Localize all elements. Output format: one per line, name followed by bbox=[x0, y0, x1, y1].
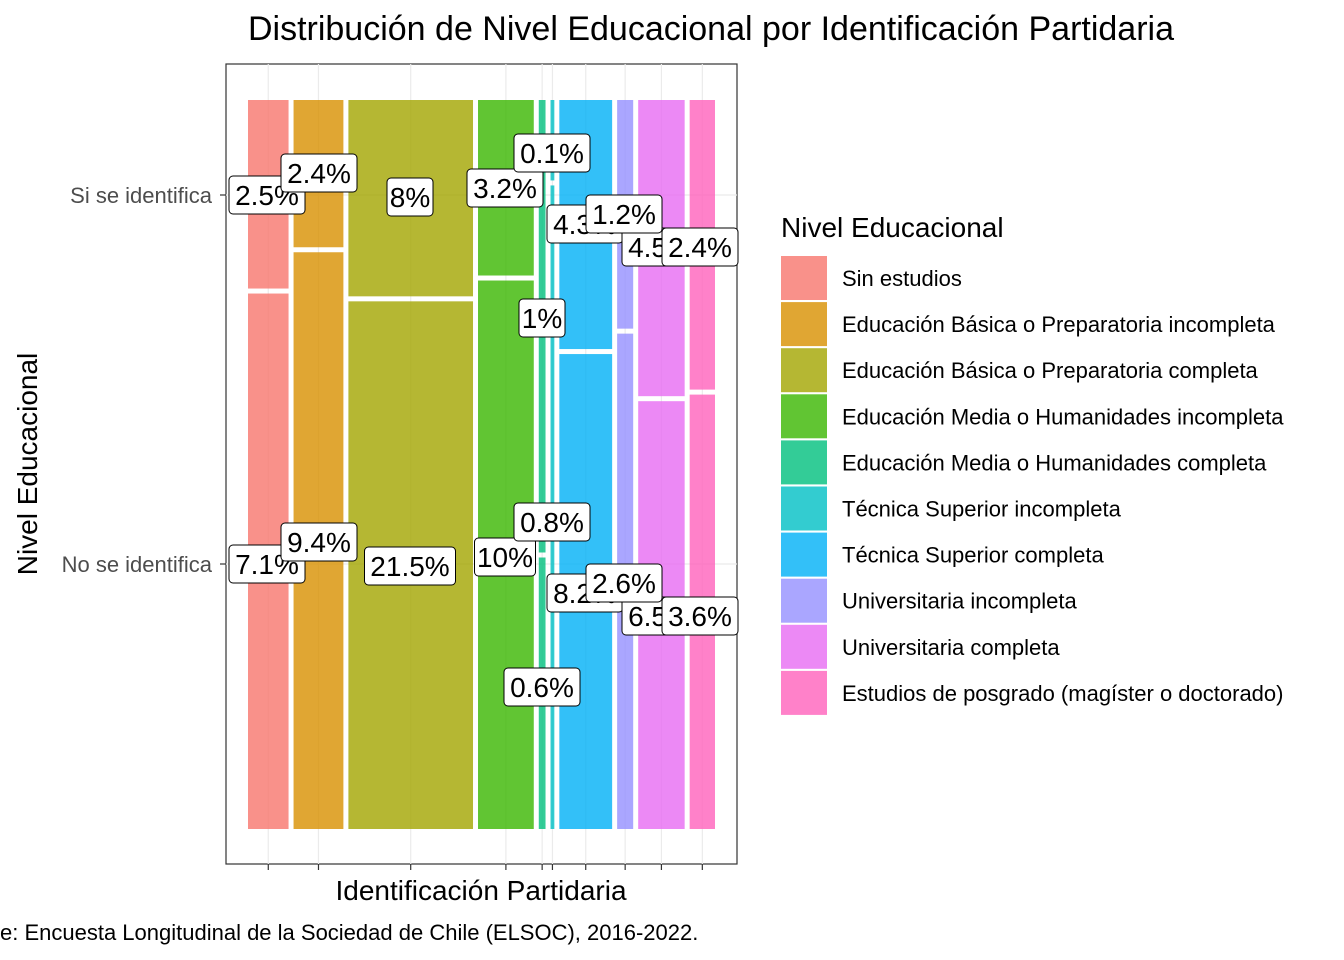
data-label-estudios-de-posgrado-magister-o-doctorado-si-se-identifica: 2.4% bbox=[661, 227, 739, 267]
data-label-box bbox=[280, 153, 358, 193]
data-label-box bbox=[364, 546, 456, 586]
data-label-box bbox=[280, 522, 358, 562]
legend-key-educacion-basica-o-preparatoria-completa bbox=[781, 348, 827, 393]
y-axis-title: Nivel Educacional bbox=[12, 353, 43, 576]
data-label-text: 9.4% bbox=[287, 527, 351, 558]
data-label-educacion-basica-o-preparatoria-completa-si-se-identifica: 8% bbox=[386, 177, 434, 217]
data-label-box bbox=[503, 667, 581, 707]
x-axis bbox=[267, 864, 703, 870]
legend-key-educacion-media-o-humanidades-completa bbox=[781, 440, 827, 485]
y-tick-label-no-se-identifica: No se identifica bbox=[62, 552, 213, 577]
data-label-text: 1% bbox=[522, 303, 562, 334]
data-label-text: 10% bbox=[477, 542, 533, 573]
data-label-universitaria-incompleta-no-se-identifica: 2.6% bbox=[585, 563, 663, 603]
data-label-box bbox=[513, 502, 591, 542]
x-axis-title: Identificación Partidaria bbox=[335, 875, 626, 906]
data-label-text: 2.6% bbox=[592, 568, 656, 599]
data-label-box bbox=[513, 133, 591, 173]
data-label-text: 1.2% bbox=[592, 199, 656, 230]
data-label-box bbox=[474, 537, 536, 577]
data-label-educacion-media-o-humanidades-incompleta-no-se-identifica: 10% bbox=[474, 537, 536, 577]
data-label-text: 0.1% bbox=[520, 138, 584, 169]
data-label-box bbox=[386, 177, 434, 217]
data-label-educacion-media-o-humanidades-completa-si-se-identifica: 1% bbox=[518, 298, 566, 338]
legend-key-estudios-de-posgrado-magister-o-doctorado bbox=[781, 670, 827, 715]
data-label-educacion-basica-o-preparatoria-incompleta-si-se-identifica: 2.4% bbox=[280, 153, 358, 193]
data-label-text: 3.2% bbox=[473, 173, 537, 204]
legend-label-tecnica-superior-incompleta: Técnica Superior incompleta bbox=[842, 497, 1122, 522]
data-label-box bbox=[661, 227, 739, 267]
data-label-text: 2.4% bbox=[287, 158, 351, 189]
data-label-box bbox=[585, 194, 663, 234]
legend-label-sin-estudios: Sin estudios bbox=[842, 266, 962, 291]
legend-key-universitaria-incompleta bbox=[781, 578, 827, 623]
data-label-educacion-media-o-humanidades-completa-no-se-identifica: 0.6% bbox=[503, 667, 581, 707]
data-label-text: 0.6% bbox=[510, 672, 574, 703]
percentage-labels: 2.5%7.1%8%21.5%3.2%10%4.3%8.2%4.5%6.5%2.… bbox=[228, 133, 739, 707]
legend-key-universitaria-completa bbox=[781, 624, 827, 669]
data-label-tecnica-superior-incompleta-si-se-identifica: 0.1% bbox=[513, 133, 591, 173]
data-label-box bbox=[661, 596, 739, 636]
data-label-box bbox=[466, 168, 544, 208]
data-label-educacion-basica-o-preparatoria-incompleta-no-se-identifica: 9.4% bbox=[280, 522, 358, 562]
legend-label-estudios-de-posgrado-magister-o-doctorado: Estudios de posgrado (magíster o doctora… bbox=[842, 681, 1283, 706]
y-axis: Si se identifica No se identifica bbox=[62, 183, 226, 577]
legend-label-educacion-basica-o-preparatoria-incompleta: Educación Básica o Preparatoria incomple… bbox=[842, 312, 1276, 337]
legend-label-tecnica-superior-completa: Técnica Superior completa bbox=[842, 543, 1104, 568]
legend-label-educacion-media-o-humanidades-completa: Educación Media o Humanidades completa bbox=[842, 450, 1267, 475]
y-tick-label-si-se-identifica: Si se identifica bbox=[70, 183, 213, 208]
legend-label-educacion-media-o-humanidades-incompleta: Educación Media o Humanidades incompleta bbox=[842, 404, 1284, 429]
legend-key-sin-estudios bbox=[781, 256, 827, 300]
legend-key-educacion-basica-o-preparatoria-incompleta bbox=[781, 302, 827, 347]
data-label-text: 0.8% bbox=[520, 507, 584, 538]
data-label-tecnica-superior-incompleta-no-se-identifica: 0.8% bbox=[513, 502, 591, 542]
caption: e: Encuesta Longitudinal de la Sociedad … bbox=[0, 920, 698, 945]
data-label-estudios-de-posgrado-magister-o-doctorado-no-se-identifica: 3.6% bbox=[661, 596, 739, 636]
legend-title: Nivel Educacional bbox=[781, 212, 1004, 243]
legend-key-educacion-media-o-humanidades-incompleta bbox=[781, 394, 827, 439]
legend-label-educacion-basica-o-preparatoria-completa: Educación Básica o Preparatoria completa bbox=[842, 358, 1259, 383]
chart-title: Distribución de Nivel Educacional por Id… bbox=[248, 10, 1174, 48]
data-label-text: 8% bbox=[390, 182, 430, 213]
data-label-text: 3.6% bbox=[668, 601, 732, 632]
legend-label-universitaria-incompleta: Universitaria incompleta bbox=[842, 589, 1078, 614]
data-label-educacion-basica-o-preparatoria-completa-no-se-identifica: 21.5% bbox=[364, 546, 456, 586]
legend-key-tecnica-superior-incompleta bbox=[781, 486, 827, 531]
legend: Nivel Educacional Sin estudios Educación … bbox=[781, 212, 1284, 715]
legend-key-tecnica-superior-completa bbox=[781, 532, 827, 577]
data-label-text: 21.5% bbox=[370, 551, 449, 582]
data-label-educacion-media-o-humanidades-incompleta-si-se-identifica: 3.2% bbox=[466, 168, 544, 208]
data-label-universitaria-incompleta-si-se-identifica: 1.2% bbox=[585, 194, 663, 234]
data-label-box bbox=[585, 563, 663, 603]
legend-label-universitaria-completa: Universitaria completa bbox=[842, 635, 1060, 660]
data-label-text: 2.4% bbox=[668, 232, 732, 263]
data-label-box bbox=[518, 298, 566, 338]
